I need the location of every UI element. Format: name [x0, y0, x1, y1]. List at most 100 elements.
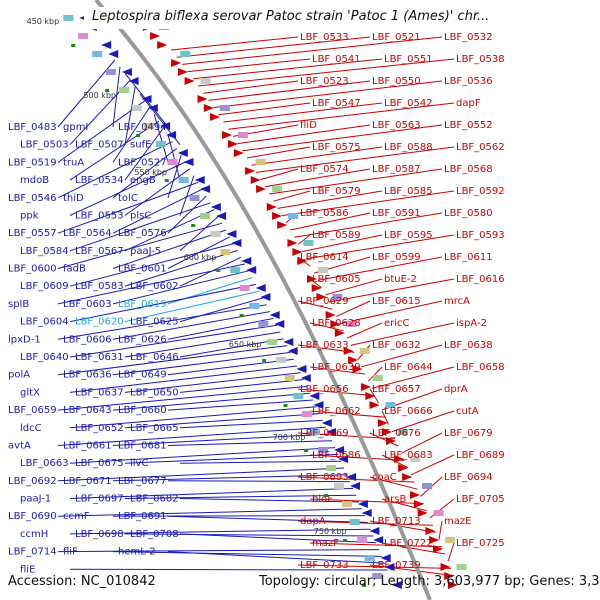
gene-label-forward: LBF_0523 — [300, 76, 349, 87]
reverse-gene-arrow — [283, 338, 294, 346]
gene-label-reverse: LBF_0708 — [130, 529, 179, 540]
connector-line — [167, 155, 182, 198]
connector-line — [369, 564, 455, 577]
forward-gene-arrow — [292, 248, 303, 256]
gene-label-forward: LBF_0592 — [456, 186, 505, 197]
forward-strand-labels: LBF_0533 LBF_0521 LBF_0532 LBF_0541 LBF_0551… — [300, 32, 505, 571]
forward-gene-arrow — [150, 32, 161, 40]
connector-line — [297, 520, 433, 526]
gene-label-forward: LBF_0547 — [312, 98, 361, 109]
gene-label-forward: ispA-2 — [456, 318, 487, 329]
gene-label-reverse: fliF — [63, 547, 78, 558]
gene-label-forward: LBF_0541 — [312, 54, 361, 65]
gene-label-forward: LBF_0693 — [300, 472, 349, 483]
connector-line — [69, 120, 160, 181]
forward-gene-arrow — [382, 428, 392, 436]
tick-label: 500 kbp — [83, 91, 116, 100]
connector-line — [57, 59, 116, 128]
tick-label: 750 kbp — [314, 527, 347, 536]
forward-gene-arrow — [233, 149, 244, 157]
forward-gene-arrow — [334, 329, 345, 337]
gene-label-forward: LBF_0722 — [384, 538, 433, 549]
accession-text: Accession: NC_010842 — [8, 574, 156, 589]
connector-line — [228, 102, 455, 130]
connector-line — [179, 216, 219, 252]
connector-line — [198, 58, 455, 87]
gene-label-reverse: LBF_0646 — [130, 352, 179, 363]
gene-label-forward: LBF_0599 — [372, 252, 421, 263]
gene-label-reverse: paaJ-5 — [130, 246, 161, 257]
connector-line — [57, 222, 223, 269]
reverse-gene-arrow — [141, 95, 152, 103]
forward-gene-arrow — [444, 572, 455, 580]
connector-line — [179, 419, 323, 429]
tick-label: 600 kbp — [184, 253, 217, 262]
cog-block — [131, 105, 142, 111]
reverse-gene-arrow — [177, 149, 188, 157]
gene-label-reverse: LBF_0564 — [63, 228, 112, 239]
cog-block — [92, 51, 103, 57]
gene-label-forward: LBF_0725 — [456, 538, 505, 549]
forward-gene-arrow — [287, 239, 298, 247]
forward-gene-arrow — [297, 257, 308, 265]
cog-block — [341, 501, 352, 507]
forward-gene-arrow — [433, 545, 443, 553]
gene-label-forward: LBF_0533 — [300, 32, 349, 43]
connector-line — [112, 515, 365, 517]
connector-line — [192, 58, 383, 80]
cog-block — [398, 429, 408, 435]
reverse-gene-arrow — [160, 122, 171, 130]
gene-label-reverse: plsC — [130, 211, 151, 222]
connector-line — [69, 487, 354, 499]
connector-line — [447, 542, 455, 562]
gene-label-forward: mazF — [312, 538, 339, 549]
forward-gene-arrow — [210, 113, 220, 121]
gene-label-reverse: gltX — [20, 387, 40, 398]
gene-label-reverse: LBF_0583 — [75, 281, 124, 292]
gene-label-reverse: LBF_0650 — [130, 387, 179, 398]
gene-label-reverse: truA — [63, 157, 84, 168]
cog-block — [359, 348, 370, 354]
gene-label-reverse: thiD — [63, 193, 84, 204]
gene-feature-rings — [63, 14, 467, 589]
gene-label-forward: LBF_0586 — [300, 208, 349, 219]
cog-block — [288, 213, 299, 219]
gene-label-reverse: LBF_0602 — [130, 281, 179, 292]
gene-label-forward: LBF_0644 — [384, 362, 433, 373]
forward-gene-arrow — [177, 68, 188, 76]
connector-line — [112, 66, 121, 128]
cog-block — [167, 159, 178, 165]
gene-label-forward: LBF_0705 — [456, 494, 505, 505]
forward-gene-arrow — [272, 212, 283, 220]
gene-label-forward: LBF_0575 — [312, 142, 361, 153]
connector-line — [112, 311, 271, 340]
reverse-gene-arrow — [338, 455, 349, 463]
connector-line — [237, 124, 371, 145]
connector-line — [167, 480, 351, 483]
connector-line — [179, 460, 342, 464]
gene-label-forward: LBF_0683 — [384, 450, 433, 461]
connector-line — [69, 365, 298, 393]
gene-label-forward: LBF_0628 — [312, 318, 361, 329]
connector-line — [124, 290, 260, 323]
gene-label-forward: LBF_0574 — [300, 164, 349, 175]
cog-block — [220, 249, 231, 255]
forward-gene-arrow — [394, 455, 405, 463]
cog-block — [318, 447, 329, 453]
reverse-gene-arrow — [369, 527, 380, 535]
gene-label-reverse: LBF_0606 — [63, 334, 112, 345]
gene-label-forward: dapF — [456, 98, 481, 109]
gc-marker — [343, 539, 348, 542]
gene-label-forward: LBF_0633 — [300, 340, 349, 351]
connector-line — [246, 146, 311, 159]
gene-label-reverse: fliE — [20, 564, 35, 575]
gene-label-forward: LBF_0713 — [372, 516, 421, 527]
gene-label-reverse: LBF_0698 — [75, 529, 124, 540]
gene-label-reverse: LBF_0557 — [8, 228, 57, 239]
reverse-gene-arrow — [200, 185, 211, 193]
gene-label-forward: LBF_0614 — [300, 252, 349, 263]
gene-label-forward: dapA — [300, 516, 326, 527]
gene-label-reverse: LBF_0691 — [118, 511, 167, 522]
tick-label: 450 kbp — [27, 17, 60, 26]
